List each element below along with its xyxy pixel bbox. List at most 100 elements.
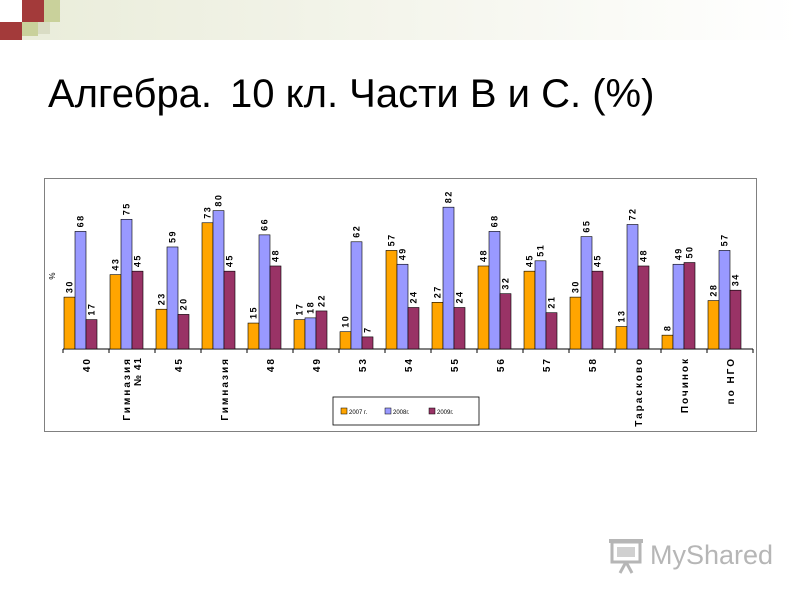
data-label: 17 (295, 303, 305, 316)
bar (488, 231, 501, 350)
category-label: № 41 (133, 357, 144, 386)
bar (615, 326, 628, 350)
data-label: 48 (479, 249, 489, 262)
decorative-square (22, 0, 44, 22)
category-label: 48 (266, 357, 277, 372)
bar (580, 236, 593, 350)
logo-text: MyShared (650, 540, 774, 570)
bar (534, 260, 547, 350)
data-label: 24 (455, 290, 465, 303)
category-label: 45 (174, 357, 185, 372)
category-label: 57 (542, 357, 553, 372)
bar (661, 334, 674, 350)
bar (545, 312, 558, 350)
category-label: Гимназия (220, 357, 231, 421)
bar (729, 289, 742, 350)
bar (453, 307, 466, 350)
bar (120, 218, 133, 350)
data-label: 45 (225, 254, 235, 267)
data-label: 68 (76, 214, 86, 227)
category-label: 49 (312, 357, 323, 372)
bar (223, 270, 236, 350)
category-label: 58 (588, 357, 599, 372)
bar (672, 263, 685, 350)
data-label: 51 (536, 244, 546, 257)
myshared-logo: MyShared (608, 536, 778, 576)
category-label: Гимназия (122, 357, 133, 421)
category-label: 54 (404, 357, 415, 372)
slide-title: Алгебра. 10 кл. Части В и С. (%) (48, 72, 654, 117)
data-label: 23 (157, 292, 167, 305)
data-label: 10 (341, 315, 351, 328)
decorative-square (0, 0, 22, 22)
category-label: 40 (82, 357, 93, 372)
bar (155, 308, 168, 350)
bar (718, 250, 731, 350)
bar (591, 270, 604, 350)
title-subject: Алгебра. (48, 72, 213, 116)
decorative-square (0, 22, 22, 40)
title-detail: 10 кл. Части В и С. (%) (230, 72, 655, 116)
bar (109, 274, 122, 350)
data-label: 18 (306, 301, 316, 314)
bar (74, 231, 87, 350)
legend-label: 2007 г. (349, 410, 367, 416)
decorative-square (22, 22, 38, 36)
data-label: 80 (214, 194, 224, 207)
bar (396, 263, 409, 350)
data-label: 20 (179, 297, 189, 310)
data-label: 45 (525, 254, 535, 267)
bar (499, 293, 512, 350)
legend-swatch (384, 407, 392, 415)
data-label: 49 (398, 247, 408, 260)
bar (85, 319, 98, 350)
bar (177, 314, 190, 350)
data-label: 30 (65, 280, 75, 293)
bar (442, 206, 455, 350)
chart-area: % 30 43 23 73 15 17 10 57 27 48 45 30 13 8 28 68 75 59 80 66… (44, 178, 757, 432)
data-label: 45 (593, 254, 603, 267)
data-label: 48 (639, 249, 649, 262)
data-label: 32 (501, 277, 511, 290)
decorative-square (44, 0, 60, 22)
bar (166, 246, 179, 350)
bar (707, 300, 720, 350)
presentation-board-icon (609, 539, 643, 574)
data-label: 66 (260, 218, 270, 231)
bar (523, 270, 536, 350)
data-label: 34 (731, 273, 741, 286)
data-label: 30 (571, 280, 581, 293)
bar (385, 250, 398, 350)
legend-label: 2008г. (393, 410, 410, 416)
data-label: 8 (663, 325, 673, 332)
category-label: 53 (358, 357, 369, 372)
data-label: 27 (433, 285, 443, 298)
decorative-square (38, 22, 50, 34)
category-label: 55 (450, 357, 461, 372)
data-label: 24 (409, 290, 419, 303)
bar (339, 331, 352, 350)
bar (431, 302, 444, 350)
bar (293, 319, 306, 350)
bar (258, 234, 271, 350)
legend-swatch (428, 407, 436, 415)
y-axis-label: % (48, 272, 57, 279)
data-label: 28 (709, 284, 719, 297)
data-label: 62 (352, 225, 362, 238)
data-label: 21 (547, 296, 557, 309)
bar (361, 336, 374, 350)
bar (569, 296, 582, 350)
data-label: 15 (249, 306, 259, 319)
data-label: 57 (720, 233, 730, 246)
data-label: 49 (674, 247, 684, 260)
data-label: 59 (168, 230, 178, 243)
data-label: 43 (111, 258, 121, 271)
bar (315, 310, 328, 350)
bar (626, 224, 639, 350)
data-label: 57 (387, 233, 397, 246)
category-label: Тарасково (634, 357, 645, 427)
bar (350, 241, 363, 350)
bar (304, 317, 317, 350)
bar (269, 265, 282, 350)
